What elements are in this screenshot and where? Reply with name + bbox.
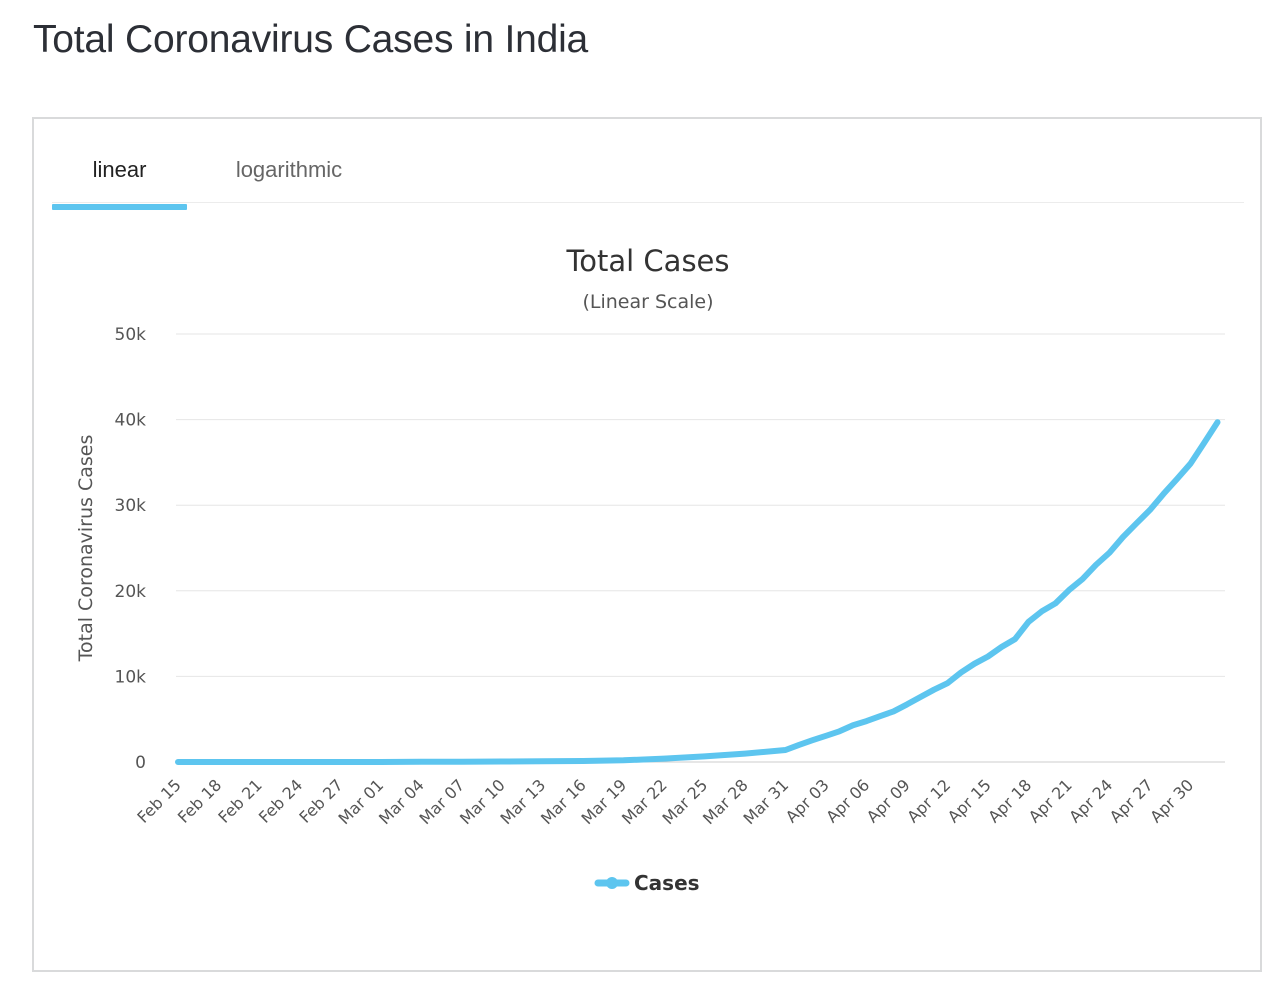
x-tick-label: Feb 18 (174, 775, 225, 826)
tab-linear[interactable]: linear (92, 157, 147, 182)
y-axis-ticks: 0 10k 20k 30k 40k 50k (115, 325, 147, 773)
x-tick-label: Apr 24 (1065, 775, 1116, 826)
y-tick-label: 40k (115, 411, 147, 431)
tab-logarithmic[interactable]: logarithmic (235, 157, 343, 182)
y-tick-label: 50k (115, 325, 147, 345)
y-tick-label: 20k (115, 582, 147, 602)
x-tick-label: Mar 31 (740, 775, 793, 828)
series-layer (175, 419, 1221, 765)
y-tick-label: 10k (115, 667, 147, 687)
x-tick-label: Apr 06 (822, 775, 873, 826)
tab-separator (52, 202, 1244, 203)
series-line-cases[interactable] (175, 419, 1221, 765)
y-tick-label: 0 (135, 753, 146, 773)
x-tick-label: Apr 12 (903, 775, 954, 826)
x-tick-label: Apr 21 (1025, 775, 1076, 826)
y-tick-label: 30k (115, 496, 147, 516)
page-title: Total Coronavirus Cases in India (33, 18, 589, 61)
legend-marker (606, 877, 618, 889)
x-tick-label: Apr 03 (782, 775, 833, 826)
x-tick-label: Apr 09 (863, 775, 914, 826)
x-tick-label: Feb 21 (214, 775, 265, 826)
x-tick-label: Apr 18 (984, 775, 1035, 826)
chart-panel: linear logarithmic (32, 117, 1262, 972)
x-tick-label: Apr 15 (944, 775, 995, 826)
x-tick-label: Feb 24 (255, 775, 306, 826)
x-tick-label: Apr 30 (1146, 775, 1197, 826)
legend[interactable]: Cases (594, 871, 700, 895)
x-tick-label: Apr 27 (1106, 775, 1157, 826)
grid-lines (176, 333, 1225, 763)
chart-title: Total Cases (565, 244, 729, 278)
chart-subtitle: (Linear Scale) (582, 291, 713, 313)
y-axis-label: Total Coronavirus Cases (75, 435, 97, 663)
legend-item-cases: Cases (634, 871, 700, 895)
tab-active-indicator (52, 204, 187, 210)
x-tick-label: Feb 15 (133, 775, 184, 826)
